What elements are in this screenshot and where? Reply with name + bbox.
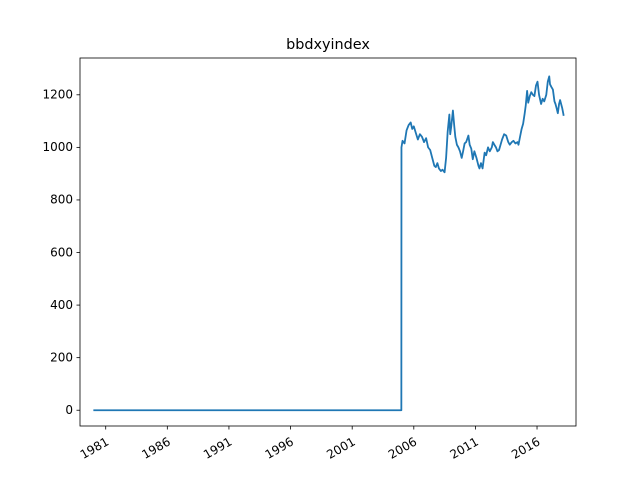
series-line-0 [93,75,565,412]
y-tick-label: 600 [50,245,73,259]
y-tick-label: 200 [50,350,73,364]
chart-title: bbdxyindex [286,37,370,53]
y-tick-label: 1000 [42,140,73,154]
y-tick-label: 1200 [42,88,73,102]
y-tick-label: 800 [50,193,73,207]
y-tick-label: 0 [65,403,73,417]
plot-area [93,75,565,412]
axes-frame [79,57,577,427]
y-tick-label: 400 [50,298,73,312]
